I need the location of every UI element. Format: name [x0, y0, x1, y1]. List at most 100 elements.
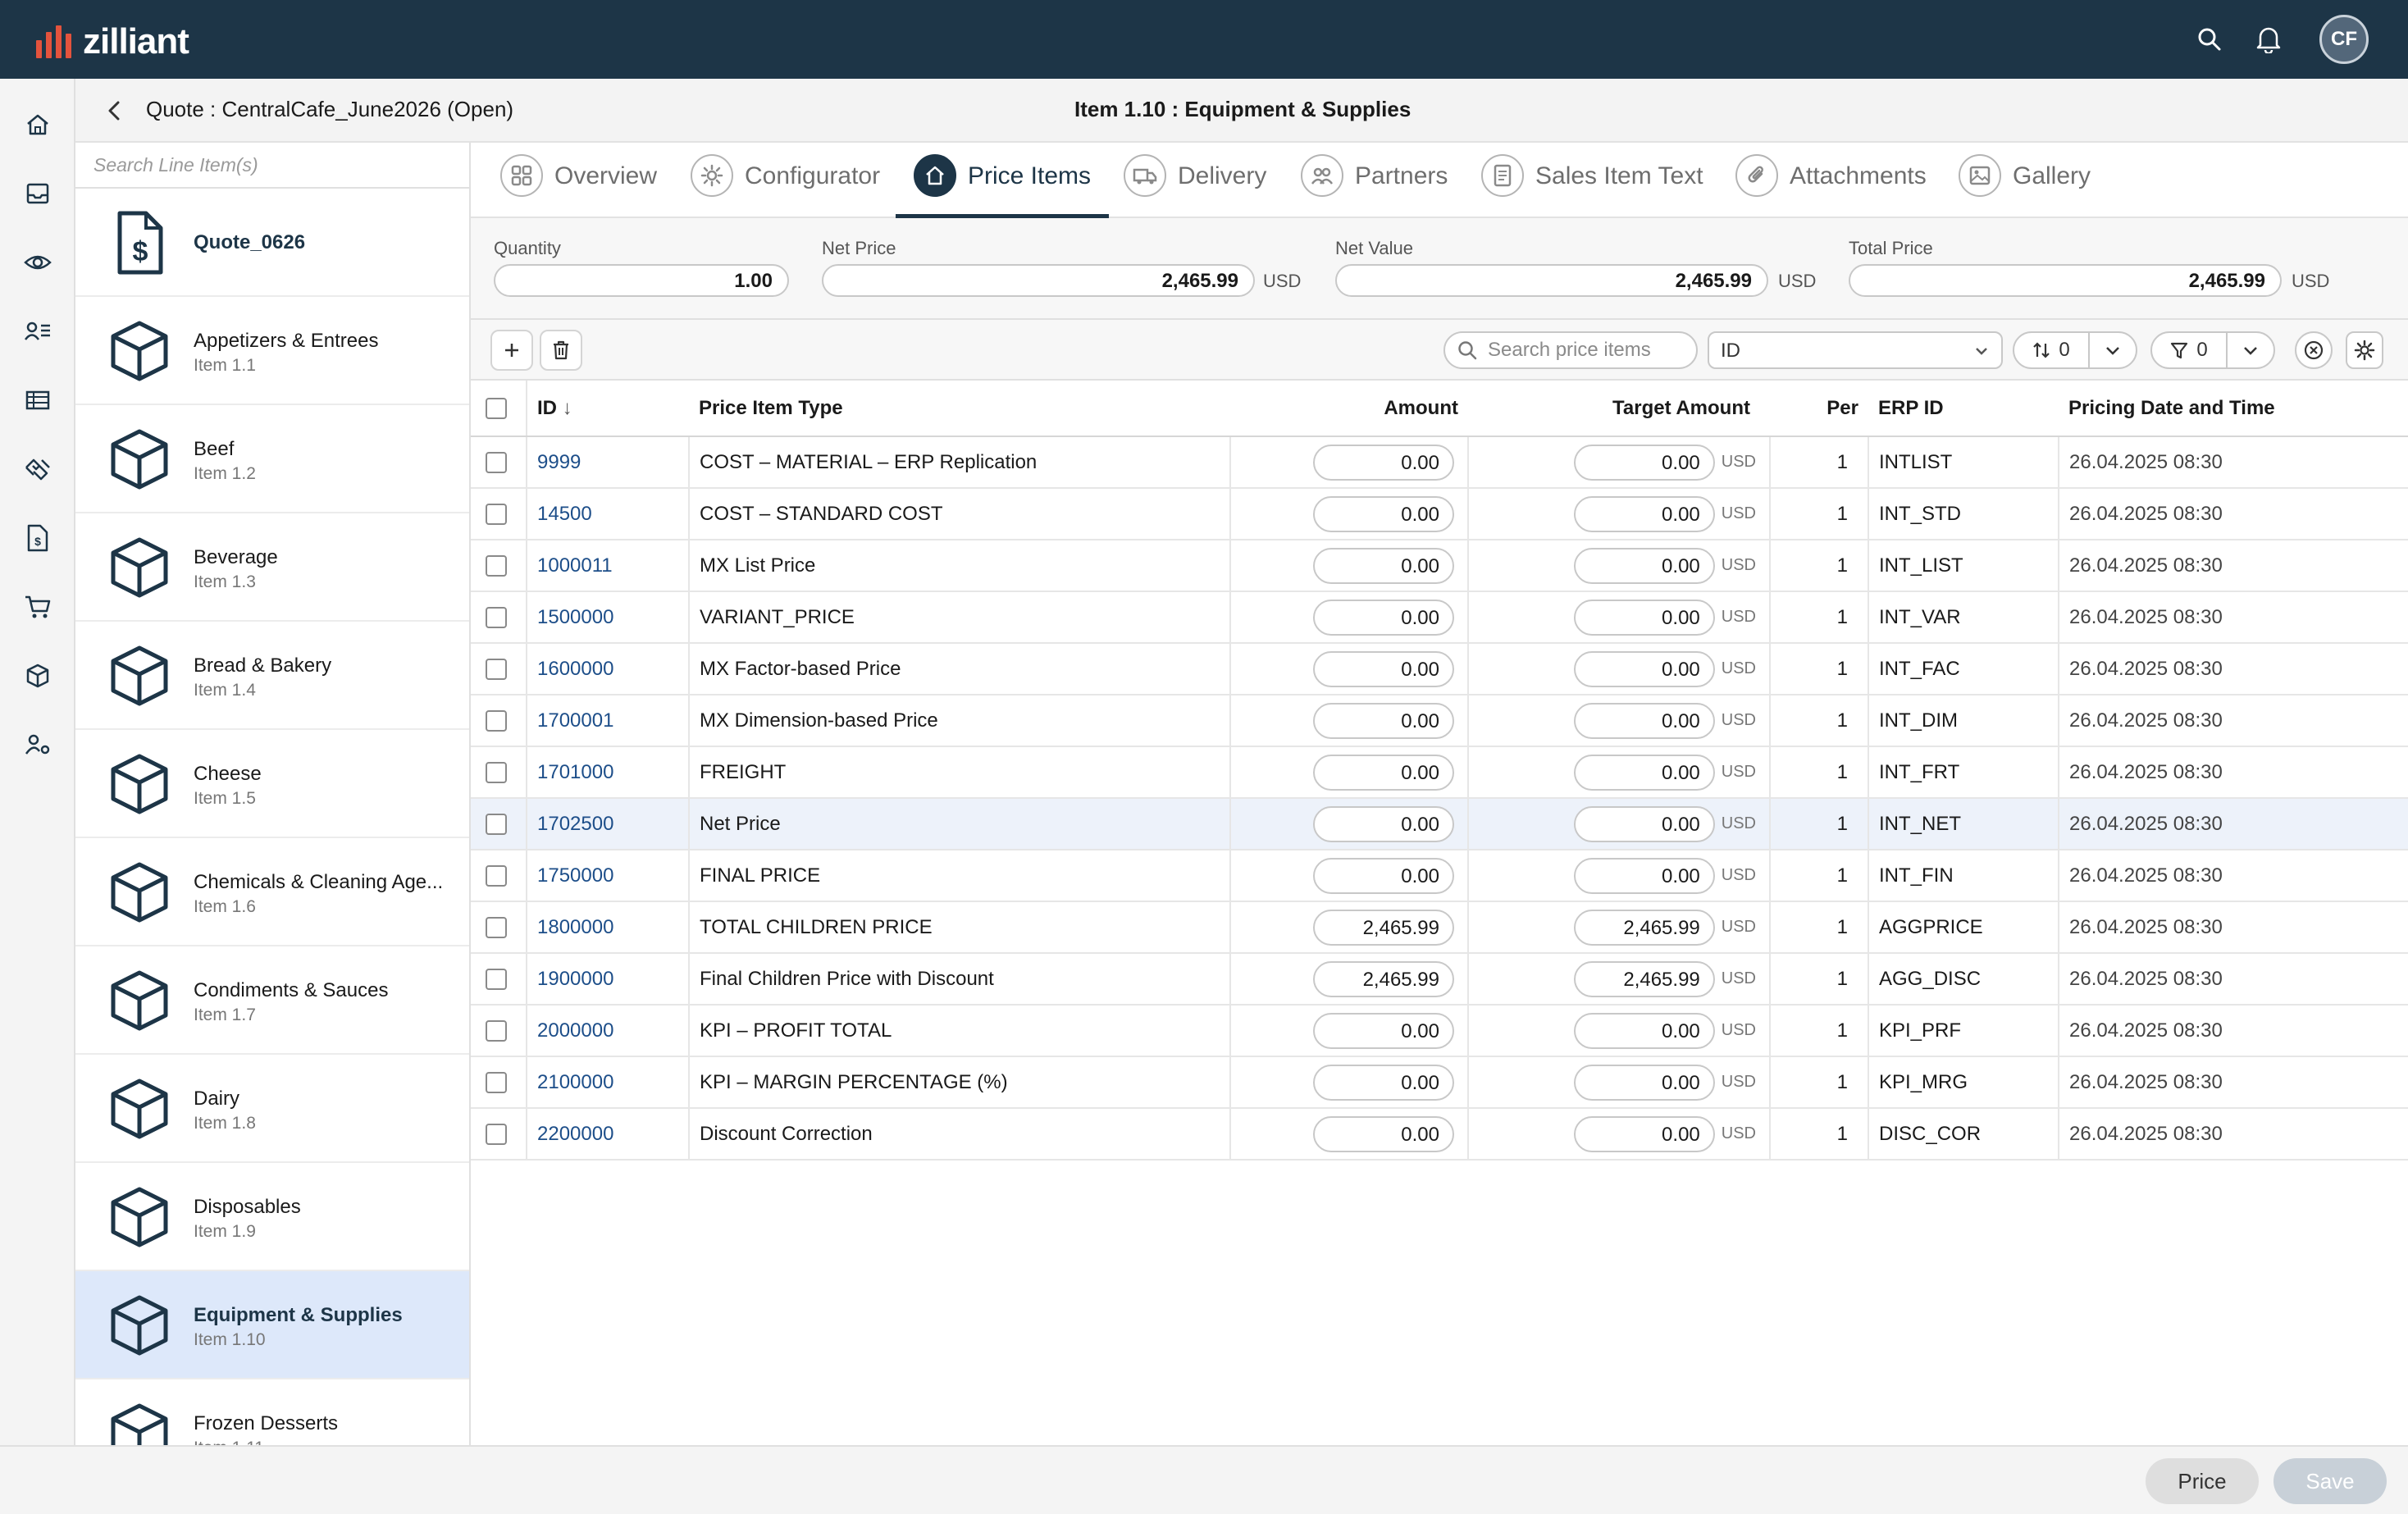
- column-header-amount[interactable]: Amount: [1230, 381, 1468, 437]
- table-row[interactable]: 1701000 FREIGHT 0.00 0.00 USD 1 INT_FRT 26.04.2…: [471, 746, 2408, 799]
- net-value-field[interactable]: 2,465.99: [1335, 264, 1768, 297]
- target-amount-field[interactable]: 0.00: [1573, 857, 1715, 894]
- user-settings-icon[interactable]: [21, 728, 54, 761]
- line-item[interactable]: Beef Item 1.2: [75, 405, 469, 513]
- target-amount-field[interactable]: 0.00: [1573, 495, 1715, 532]
- tab-price-items[interactable]: Price Items: [895, 154, 1110, 218]
- user-list-icon[interactable]: [21, 315, 54, 348]
- search-field-select[interactable]: ID: [1708, 331, 2003, 369]
- column-header-pricing-date[interactable]: Pricing Date and Time: [2059, 381, 2408, 437]
- cube-icon[interactable]: [21, 659, 54, 692]
- line-item[interactable]: Cheese Item 1.5: [75, 730, 469, 838]
- row-checkbox[interactable]: [486, 865, 507, 887]
- column-header-id[interactable]: ID ↓: [527, 381, 689, 437]
- amount-field[interactable]: 0.00: [1313, 857, 1454, 894]
- select-all-checkbox[interactable]: [486, 398, 507, 420]
- amount-field[interactable]: 0.00: [1313, 805, 1454, 842]
- target-amount-field[interactable]: 0.00: [1573, 1012, 1715, 1049]
- row-checkbox[interactable]: [486, 762, 507, 784]
- target-amount-field[interactable]: 0.00: [1573, 754, 1715, 791]
- line-item[interactable]: Equipment & Supplies Item 1.10: [75, 1271, 469, 1379]
- target-amount-field[interactable]: 0.00: [1573, 1115, 1715, 1152]
- quote-line-item[interactable]: $ Quote_0626: [75, 189, 469, 297]
- tab-configurator[interactable]: Configurator: [691, 154, 880, 218]
- row-checkbox[interactable]: [486, 917, 507, 939]
- table-row[interactable]: 1000011 MX List Price 0.00 0.00 USD 1 INT_LIST…: [471, 540, 2408, 592]
- price-item-id[interactable]: 1600000: [537, 657, 614, 680]
- table-row[interactable]: 1702500 Net Price 0.00 0.00 USD 1 INT_NET 26.04…: [471, 798, 2408, 850]
- search-icon[interactable]: [2193, 23, 2226, 56]
- table-row[interactable]: 2000000 KPI – PROFIT TOTAL 0.00 0.00 USD 1 KPI…: [471, 1005, 2408, 1057]
- sort-button[interactable]: 0: [2014, 333, 2088, 367]
- target-amount-field[interactable]: 0.00: [1573, 805, 1715, 842]
- column-header-per[interactable]: Per: [1770, 381, 1868, 437]
- line-item-search-input[interactable]: Search Line Item(s): [75, 143, 469, 189]
- price-items-search-input[interactable]: [1488, 339, 1685, 362]
- filter-button[interactable]: 0: [2152, 333, 2226, 367]
- price-item-id[interactable]: 14500: [537, 502, 592, 525]
- eye-icon[interactable]: [21, 246, 54, 279]
- amount-field[interactable]: 0.00: [1313, 1115, 1454, 1152]
- tab-attachments[interactable]: Attachments: [1735, 154, 1927, 218]
- target-amount-field[interactable]: 0.00: [1573, 599, 1715, 636]
- target-amount-field[interactable]: 0.00: [1573, 547, 1715, 584]
- tab-partners[interactable]: Partners: [1301, 154, 1448, 218]
- filter-dropdown-button[interactable]: [2226, 333, 2273, 367]
- line-item[interactable]: Dairy Item 1.8: [75, 1055, 469, 1163]
- net-price-field[interactable]: 2,465.99: [822, 264, 1255, 297]
- sort-dropdown-button[interactable]: [2088, 333, 2136, 367]
- table-icon[interactable]: [21, 384, 54, 417]
- line-item[interactable]: Appetizers & Entrees Item 1.1: [75, 297, 469, 405]
- amount-field[interactable]: 0.00: [1313, 650, 1454, 687]
- row-checkbox[interactable]: [486, 969, 507, 991]
- price-item-id[interactable]: 1700001: [537, 709, 614, 732]
- row-checkbox[interactable]: [486, 1124, 507, 1146]
- amount-field[interactable]: 0.00: [1313, 702, 1454, 739]
- price-item-id[interactable]: 2200000: [537, 1122, 614, 1145]
- quote-document-icon[interactable]: $: [21, 522, 54, 554]
- target-amount-field[interactable]: 0.00: [1573, 702, 1715, 739]
- column-header-type[interactable]: Price Item Type: [689, 381, 1230, 437]
- amount-field[interactable]: 0.00: [1313, 444, 1454, 481]
- row-checkbox[interactable]: [486, 607, 507, 629]
- quantity-field[interactable]: 1.00: [494, 264, 789, 297]
- price-item-id[interactable]: 1750000: [537, 864, 614, 887]
- tab-sales-item-text[interactable]: Sales Item Text: [1481, 154, 1703, 218]
- price-item-id[interactable]: 1702500: [537, 812, 614, 835]
- price-item-id[interactable]: 1000011: [537, 554, 613, 577]
- amount-field[interactable]: 2,465.99: [1313, 960, 1454, 997]
- inbox-icon[interactable]: [21, 177, 54, 210]
- price-item-id[interactable]: 9999: [537, 450, 581, 473]
- price-item-id[interactable]: 1900000: [537, 967, 614, 990]
- table-row[interactable]: 1500000 VARIANT_PRICE 0.00 0.00 USD 1 INT_VAR 2…: [471, 591, 2408, 644]
- amount-field[interactable]: 0.00: [1313, 1064, 1454, 1101]
- amount-field[interactable]: 0.00: [1313, 599, 1454, 636]
- user-avatar[interactable]: CF: [2319, 15, 2369, 64]
- line-item[interactable]: Beverage Item 1.3: [75, 513, 469, 622]
- line-item[interactable]: Frozen Desserts Item 1.11: [75, 1379, 469, 1445]
- price-item-id[interactable]: 1701000: [537, 760, 614, 783]
- save-button[interactable]: Save: [2273, 1458, 2387, 1504]
- table-row[interactable]: 9999 COST – MATERIAL – ERP Replication 0.0…: [471, 436, 2408, 489]
- line-item[interactable]: Disposables Item 1.9: [75, 1163, 469, 1271]
- tab-gallery[interactable]: Gallery: [1959, 154, 2091, 218]
- target-amount-field[interactable]: 2,465.99: [1573, 960, 1715, 997]
- table-row[interactable]: 1700001 MX Dimension-based Price 0.00 0.00 U…: [471, 695, 2408, 747]
- amount-field[interactable]: 0.00: [1313, 754, 1454, 791]
- price-button[interactable]: Price: [2146, 1458, 2259, 1504]
- home-icon[interactable]: [21, 108, 54, 141]
- zilliant-logo[interactable]: zilliant: [36, 21, 189, 62]
- row-checkbox[interactable]: [486, 1020, 507, 1042]
- column-header-erp-id[interactable]: ERP ID: [1868, 381, 2059, 437]
- line-item[interactable]: Chemicals & Cleaning Age... Item 1.6: [75, 838, 469, 946]
- line-item[interactable]: Condiments & Sauces Item 1.7: [75, 946, 469, 1055]
- row-checkbox[interactable]: [486, 555, 507, 577]
- target-amount-field[interactable]: 0.00: [1573, 1064, 1715, 1101]
- price-item-id[interactable]: 1800000: [537, 915, 614, 938]
- back-arrow-icon[interactable]: [98, 94, 131, 127]
- amount-field[interactable]: 0.00: [1313, 1012, 1454, 1049]
- row-checkbox[interactable]: [486, 710, 507, 732]
- table-row[interactable]: 2100000 KPI – MARGIN PERCENTAGE (%) 0.00 0.…: [471, 1056, 2408, 1109]
- handshake-icon[interactable]: [21, 453, 54, 486]
- row-checkbox[interactable]: [486, 659, 507, 681]
